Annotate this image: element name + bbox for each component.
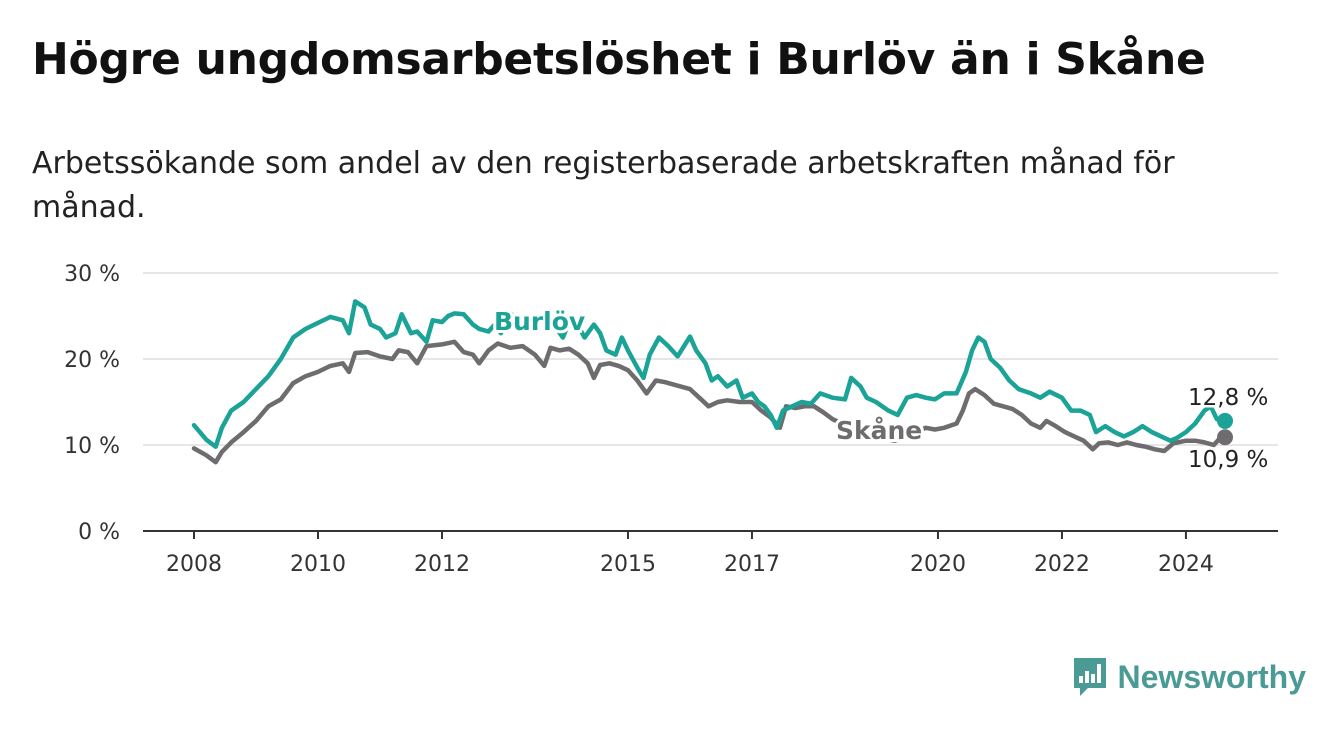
series-line-burlov: [191, 299, 1228, 449]
series-label-skane: Skåne: [836, 416, 922, 445]
y-axis-ticks: 0 % 10 % 20 % 30 %: [64, 262, 120, 545]
series-lines: [191, 299, 1228, 465]
end-marker-skane: [1217, 429, 1233, 446]
x-tick-label: 2012: [414, 552, 470, 577]
end-label-burlov: 12,8 %: [1188, 385, 1268, 411]
x-tick-label: 2022: [1034, 552, 1090, 577]
y-tick-label: 30 %: [64, 262, 120, 287]
y-tick-label: 0 %: [78, 520, 120, 545]
x-tick-label: 2008: [166, 552, 222, 577]
x-tick-label: 2024: [1158, 552, 1214, 577]
series-labels: Burlöv Skåne: [491, 304, 925, 448]
x-tick-label: 2020: [910, 552, 966, 577]
end-label-skane: 10,9 %: [1188, 447, 1268, 473]
series-line-skane: [191, 339, 1228, 465]
x-tick-label: 2017: [724, 552, 780, 577]
x-tick-label: 2015: [600, 552, 656, 577]
x-axis-ticks: 2008 2010 2012 2015 2017 2020 2022 2024: [166, 531, 1214, 577]
chart-title: Högre ungdomsarbetslöshet i Burlöv än i …: [32, 34, 1206, 85]
newsworthy-logo: Newsworthy: [1072, 656, 1306, 698]
chart-subtitle: Arbetssökande som andel av den registerb…: [32, 146, 1175, 225]
x-tick-label: 2010: [290, 552, 346, 577]
series-label-burlov: Burlöv: [494, 307, 585, 336]
end-markers: 12,8 % 10,9 %: [1186, 383, 1271, 476]
newsworthy-icon: [1073, 658, 1106, 696]
gridlines: [143, 272, 1278, 532]
end-marker-burlov: [1217, 412, 1233, 429]
y-tick-label: 10 %: [64, 434, 120, 459]
brand-name: Newsworthy: [1117, 658, 1306, 695]
y-tick-label: 20 %: [64, 348, 120, 373]
